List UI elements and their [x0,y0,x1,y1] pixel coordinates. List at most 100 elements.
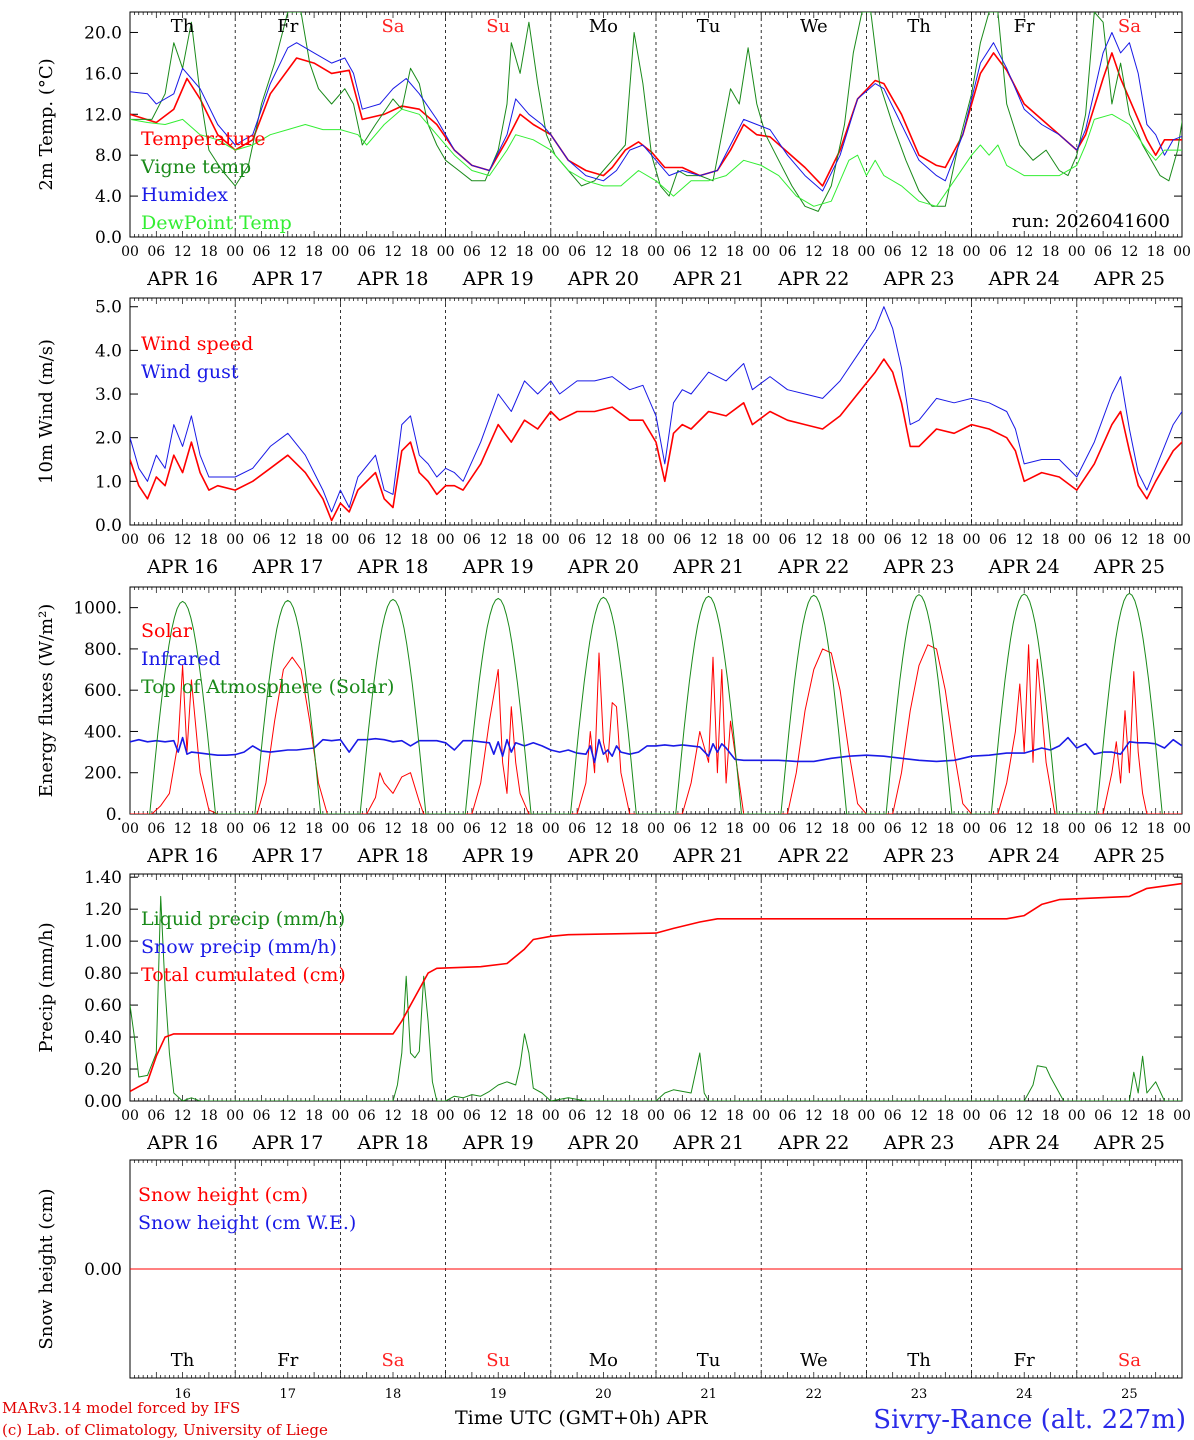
legend-entry: Wind gust [141,361,239,383]
hour-label: 18 [936,532,954,548]
y-tick-label: 200. [84,764,122,784]
weekday-label: Su [486,1350,510,1371]
hour-label: 06 [1094,1108,1112,1124]
y-tick-label: 1000. [73,599,122,619]
hour-label: 00 [963,532,981,548]
hour-label: 00 [226,821,244,837]
weekday-label: Mo [589,16,618,37]
hour-label: 00 [542,244,560,260]
weekday-label: Mo [589,1350,618,1371]
hour-label: 12 [700,532,718,548]
legend-entry: Snow precip (mm/h) [141,936,337,958]
date-label: APR 24 [988,1132,1060,1154]
legend-entry: Vigne temp [140,156,251,178]
hour-label: 12 [1015,532,1033,548]
hour-label: 06 [673,821,691,837]
series-line [130,306,1182,513]
hour-label: 00 [752,1108,770,1124]
date-label: APR 16 [146,1132,218,1154]
day-number-label: 24 [1016,1387,1033,1402]
hour-label: 12 [700,821,718,837]
hour-label: 12 [594,244,612,260]
hour-label: 18 [831,244,849,260]
hour-label: 18 [1147,532,1165,548]
date-label: APR 19 [462,1132,534,1154]
hour-label: 18 [516,1108,534,1124]
hour-label: 00 [857,821,875,837]
weekday-label: Tu [697,1350,721,1371]
y-tick-label: 1.0 [95,472,122,492]
hour-label: 00 [857,532,875,548]
date-label: APR 20 [567,556,639,578]
date-label: APR 17 [251,556,323,578]
legend-entry: Liquid precip (mm/h) [141,908,345,930]
y-axis-label: Snow height (cm) [36,1188,57,1349]
hour-label: 18 [936,821,954,837]
hour-label: 06 [463,1108,481,1124]
series-line [149,592,1163,814]
hour-label: 12 [594,532,612,548]
series-line [130,895,1182,1101]
hour-label: 12 [174,244,192,260]
weekday-label: Th [171,1350,195,1371]
weekday-label: Th [171,16,195,37]
station-name: Sivry-Rance (alt. 227m) [873,1405,1186,1435]
hour-label: 00 [857,244,875,260]
hour-label: 12 [910,244,928,260]
hour-label: 12 [1120,1108,1138,1124]
hour-label: 06 [884,244,902,260]
weekday-label: Su [486,16,510,37]
hour-label: 12 [805,244,823,260]
legend-entry: Top of Atmosphere (Solar) [141,676,394,698]
hour-label: 18 [1042,1108,1060,1124]
y-tick-label: 8.0 [95,146,122,166]
date-label: APR 25 [1093,268,1165,290]
hour-label: 12 [384,821,402,837]
y-tick-label: 1.20 [84,900,122,920]
hour-label: 12 [910,1108,928,1124]
day-number-label: 18 [385,1387,402,1402]
y-axis-label: 2m Temp. (°C) [36,58,57,190]
hour-label: 12 [805,1108,823,1124]
hour-label: 00 [542,1108,560,1124]
hour-label: 12 [1015,244,1033,260]
date-label: APR 20 [567,845,639,867]
y-tick-label: 0.20 [84,1060,122,1080]
date-label: APR 17 [251,1132,323,1154]
y-tick-label: 2.0 [95,429,122,449]
hour-label: 06 [779,244,797,260]
hour-label: 12 [279,1108,297,1124]
date-label: APR 17 [251,845,323,867]
hour-label: 00 [121,532,139,548]
hour-label: 12 [384,244,402,260]
hour-label: 18 [726,532,744,548]
legend-entry: Snow height (cm) [138,1184,308,1206]
hour-label: 18 [410,244,428,260]
hour-label: 18 [1147,821,1165,837]
hour-label: 06 [147,821,165,837]
panel-energy: 0. 200. 400. 600. 800. 1000. Energy fluxes (W/… [36,586,1191,867]
y-tick-label: 1.00 [84,932,122,952]
hour-label: 18 [936,244,954,260]
hour-label: 00 [647,244,665,260]
weekday-label: Sa [381,16,404,37]
hour-label: 06 [253,244,271,260]
date-label: APR 22 [777,268,849,290]
weekday-label: We [800,1350,828,1371]
date-label: APR 25 [1093,845,1165,867]
hour-label: 06 [673,1108,691,1124]
hour-label: 18 [200,1108,218,1124]
hour-label: 00 [647,532,665,548]
weekday-label: Th [907,16,931,37]
hour-label: 06 [1094,532,1112,548]
date-label: APR 23 [882,845,954,867]
hour-label: 06 [884,532,902,548]
hour-label: 06 [358,1108,376,1124]
date-label: APR 25 [1093,556,1165,578]
hour-label: 06 [989,821,1007,837]
hour-label: 18 [1042,532,1060,548]
hour-label: 00 [752,244,770,260]
date-label: APR 24 [988,268,1060,290]
y-tick-label: 0.0 [95,516,122,536]
y-tick-label: 0.60 [84,996,122,1016]
